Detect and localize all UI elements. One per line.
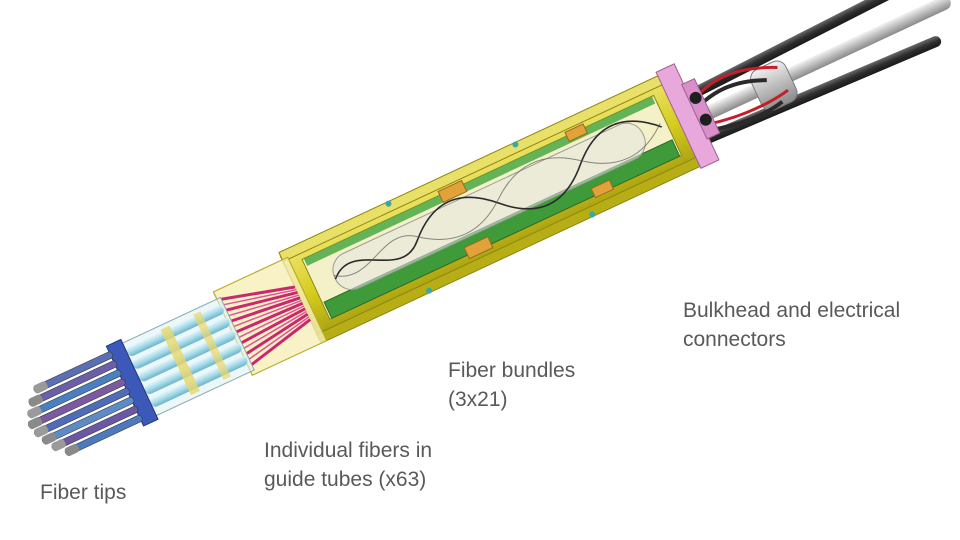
fiber-tip-end — [27, 416, 43, 430]
cable-bundle — [681, 0, 951, 145]
fiber-tip — [33, 351, 113, 393]
cable — [700, 36, 942, 145]
label-guide-tubes: Individual fibers in guide tubes (x63) — [264, 436, 432, 494]
tube-collar — [193, 311, 231, 380]
label-bulkhead-line1: Bulkhead and electrical — [683, 299, 901, 322]
fastener — [385, 200, 392, 207]
fiber-tip-end — [51, 439, 66, 452]
individual-fibers — [223, 288, 310, 360]
fiber-tips — [27, 351, 143, 457]
label-fiber-tips: Fiber tips — [40, 478, 126, 507]
fiber-tip-end — [28, 394, 44, 407]
fastener — [589, 211, 596, 218]
cable — [691, 0, 951, 125]
fiber-tip-end — [33, 425, 49, 438]
fastener — [426, 287, 433, 294]
fiber-tip — [64, 414, 143, 456]
fiber-bundle-wave — [334, 120, 663, 280]
label-fiber-bundles-line1: Fiber bundles — [448, 359, 576, 382]
instrument-assembly — [27, 0, 951, 457]
fiber-bundle-wave — [333, 123, 661, 277]
label-fiber-bundles-line2: (3x21) — [448, 388, 508, 411]
label-bulkhead-line2: connectors — [683, 328, 786, 351]
fiber-tip-end — [33, 381, 48, 394]
bracket — [590, 179, 615, 199]
fiber-tip-end — [64, 443, 80, 457]
label-guide-tubes-line2: guide tubes (x63) — [264, 468, 427, 491]
label-bulkhead: Bulkhead and electrical connectors — [683, 296, 900, 354]
electrical-connector — [699, 113, 712, 126]
bracket — [437, 179, 468, 204]
bracket — [463, 236, 494, 260]
fiber-tip — [28, 378, 126, 429]
individual-fibers — [221, 285, 312, 366]
bulkhead-block — [681, 77, 721, 140]
label-fiber-bundles: Fiber bundles (3x21) — [448, 356, 575, 414]
fiber-tip-end — [27, 406, 42, 419]
fiber-tip-end — [41, 432, 57, 445]
label-fiber-tips-text: Fiber tips — [40, 481, 127, 504]
fastener — [512, 141, 519, 148]
cable-sleeve — [750, 60, 798, 111]
electrical-connector — [689, 91, 702, 104]
guide-tubes — [120, 296, 255, 418]
fiber-tip — [34, 387, 130, 437]
label-guide-tubes-line1: Individual fibers in — [264, 439, 433, 462]
instrument-frame — [278, 70, 712, 344]
cable — [681, 0, 933, 103]
tube-collar — [160, 325, 200, 396]
fiber-tip — [41, 396, 135, 445]
bulkhead — [655, 63, 721, 169]
bracket — [564, 123, 588, 143]
tip-plate — [105, 338, 159, 427]
